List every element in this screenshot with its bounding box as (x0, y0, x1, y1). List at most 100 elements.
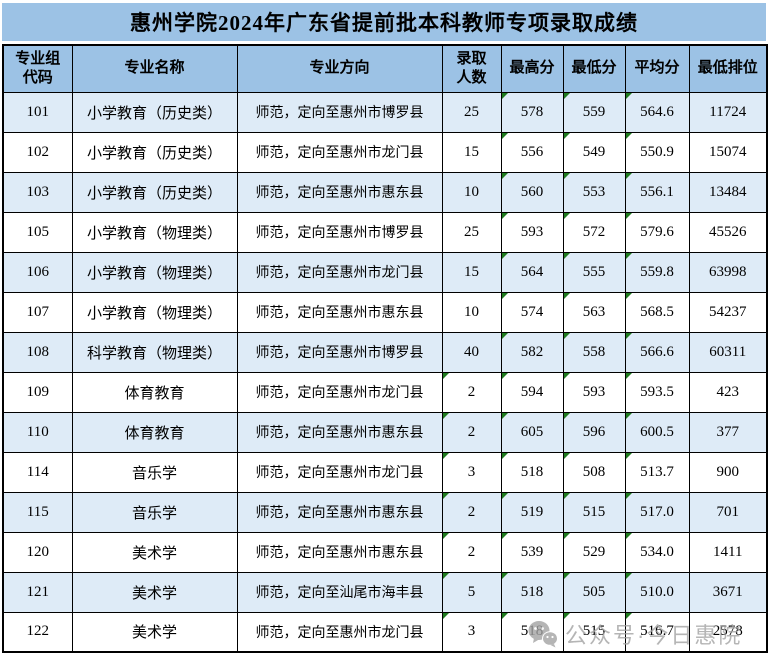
cell-major-direction: 师范，定向至惠州市惠东县 (236, 171, 443, 213)
cell-min-rank: 15074 (688, 131, 768, 173)
cell-major-name: 小学教育（历史类） (71, 171, 238, 213)
cell-major-direction: 师范，定向至惠州市惠东县 (236, 291, 443, 333)
cell-admit-count: 25 (441, 91, 502, 133)
cell-min-rank: 701 (688, 491, 768, 533)
cell-major-direction: 师范，定向至惠州市惠东县 (236, 411, 443, 453)
cell-min-score: 505 (562, 571, 626, 613)
cell-avg-score: 566.6 (624, 331, 690, 373)
cell-major-direction: 师范，定向至惠州市博罗县 (236, 211, 443, 253)
cell-min-rank: 63998 (688, 251, 768, 293)
column-header-min-score: 最低分 (562, 44, 626, 93)
cell-major-name: 小学教育（物理类） (71, 251, 238, 293)
table-row: 103 小学教育（历史类） 师范，定向至惠州市惠东县 10 560 553 55… (2, 171, 768, 213)
table-row: 102 小学教育（历史类） 师范，定向至惠州市龙门县 15 556 549 55… (2, 131, 768, 173)
cell-major-name: 美术学 (71, 571, 238, 613)
column-header-max-score: 最高分 (500, 44, 564, 93)
cell-min-rank: 423 (688, 371, 768, 413)
cell-admit-count: 3 (441, 611, 502, 653)
cell-major-name: 音乐学 (71, 491, 238, 533)
cell-major-name: 科学教育（物理类） (71, 331, 238, 373)
column-header-min-rank: 最低排位 (688, 44, 768, 93)
table-row: 106 小学教育（物理类） 师范，定向至惠州市龙门县 15 564 555 55… (2, 251, 768, 293)
cell-group-code: 106 (2, 251, 73, 293)
column-header-group-code: 专业组 代码 (2, 44, 73, 93)
cell-max-score: 556 (500, 131, 564, 173)
cell-min-score: 549 (562, 131, 626, 173)
table-row: 121 美术学 师范，定向至汕尾市海丰县 5 518 505 510.0 367… (2, 571, 768, 613)
cell-max-score: 518 (500, 571, 564, 613)
cell-major-direction: 师范，定向至汕尾市海丰县 (236, 571, 443, 613)
cell-max-score: 518 (500, 451, 564, 493)
cell-avg-score: 579.6 (624, 211, 690, 253)
cell-avg-score: 600.5 (624, 411, 690, 453)
cell-max-score: 582 (500, 331, 564, 373)
cell-admit-count: 2 (441, 491, 502, 533)
cell-min-score: 596 (562, 411, 626, 453)
cell-max-score: 519 (500, 491, 564, 533)
cell-min-score: 558 (562, 331, 626, 373)
cell-avg-score: 593.5 (624, 371, 690, 413)
cell-min-rank: 2578 (688, 611, 768, 653)
cell-admit-count: 40 (441, 331, 502, 373)
cell-admit-count: 10 (441, 171, 502, 213)
cell-major-direction: 师范，定向至惠州市惠东县 (236, 491, 443, 533)
cell-admit-count: 2 (441, 371, 502, 413)
cell-group-code: 115 (2, 491, 73, 533)
cell-group-code: 102 (2, 131, 73, 173)
cell-group-code: 114 (2, 451, 73, 493)
cell-major-name: 音乐学 (71, 451, 238, 493)
cell-min-score: 559 (562, 91, 626, 133)
cell-min-score: 555 (562, 251, 626, 293)
cell-admit-count: 15 (441, 131, 502, 173)
cell-group-code: 103 (2, 171, 73, 213)
cell-avg-score: 550.9 (624, 131, 690, 173)
cell-min-score: 572 (562, 211, 626, 253)
table-row: 115 音乐学 师范，定向至惠州市惠东县 2 519 515 517.0 701 (2, 491, 768, 533)
page-title: 惠州学院2024年广东省提前批本科教师专项录取成绩 (2, 3, 766, 41)
cell-major-name: 美术学 (71, 611, 238, 653)
table-row: 108 科学教育（物理类） 师范，定向至惠州市博罗县 40 582 558 56… (2, 331, 768, 373)
cell-group-code: 120 (2, 531, 73, 573)
cell-admit-count: 15 (441, 251, 502, 293)
cell-major-name: 小学教育（物理类） (71, 211, 238, 253)
table-body: 101 小学教育（历史类） 师范，定向至惠州市博罗县 25 578 559 56… (2, 91, 768, 653)
cell-major-direction: 师范，定向至惠州市惠东县 (236, 531, 443, 573)
cell-min-score: 563 (562, 291, 626, 333)
cell-major-direction: 师范，定向至惠州市龙门县 (236, 251, 443, 293)
cell-avg-score: 517.0 (624, 491, 690, 533)
cell-major-name: 小学教育（物理类） (71, 291, 238, 333)
cell-min-score: 553 (562, 171, 626, 213)
cell-min-score: 508 (562, 451, 626, 493)
cell-avg-score: 510.0 (624, 571, 690, 613)
cell-avg-score: 568.5 (624, 291, 690, 333)
cell-min-rank: 377 (688, 411, 768, 453)
column-header-major-name: 专业名称 (71, 44, 238, 93)
cell-group-code: 105 (2, 211, 73, 253)
cell-major-name: 体育教育 (71, 411, 238, 453)
cell-max-score: 605 (500, 411, 564, 453)
cell-min-rank: 900 (688, 451, 768, 493)
cell-major-direction: 师范，定向至惠州市龙门县 (236, 371, 443, 413)
cell-avg-score: 513.7 (624, 451, 690, 493)
cell-group-code: 101 (2, 91, 73, 133)
cell-admit-count: 10 (441, 291, 502, 333)
cell-avg-score: 516.7 (624, 611, 690, 653)
cell-group-code: 109 (2, 371, 73, 413)
cell-group-code: 121 (2, 571, 73, 613)
column-header-major-direction: 专业方向 (236, 44, 443, 93)
cell-admit-count: 2 (441, 531, 502, 573)
cell-group-code: 122 (2, 611, 73, 653)
cell-major-direction: 师范，定向至惠州市博罗县 (236, 91, 443, 133)
table-row: 114 音乐学 师范，定向至惠州市龙门县 3 518 508 513.7 900 (2, 451, 768, 493)
cell-max-score: 574 (500, 291, 564, 333)
cell-min-score: 515 (562, 491, 626, 533)
cell-min-rank: 3671 (688, 571, 768, 613)
cell-max-score: 594 (500, 371, 564, 413)
cell-max-score: 578 (500, 91, 564, 133)
cell-admit-count: 3 (441, 451, 502, 493)
cell-major-direction: 师范，定向至惠州市龙门县 (236, 611, 443, 653)
cell-major-name: 美术学 (71, 531, 238, 573)
cell-max-score: 593 (500, 211, 564, 253)
cell-max-score: 560 (500, 171, 564, 213)
